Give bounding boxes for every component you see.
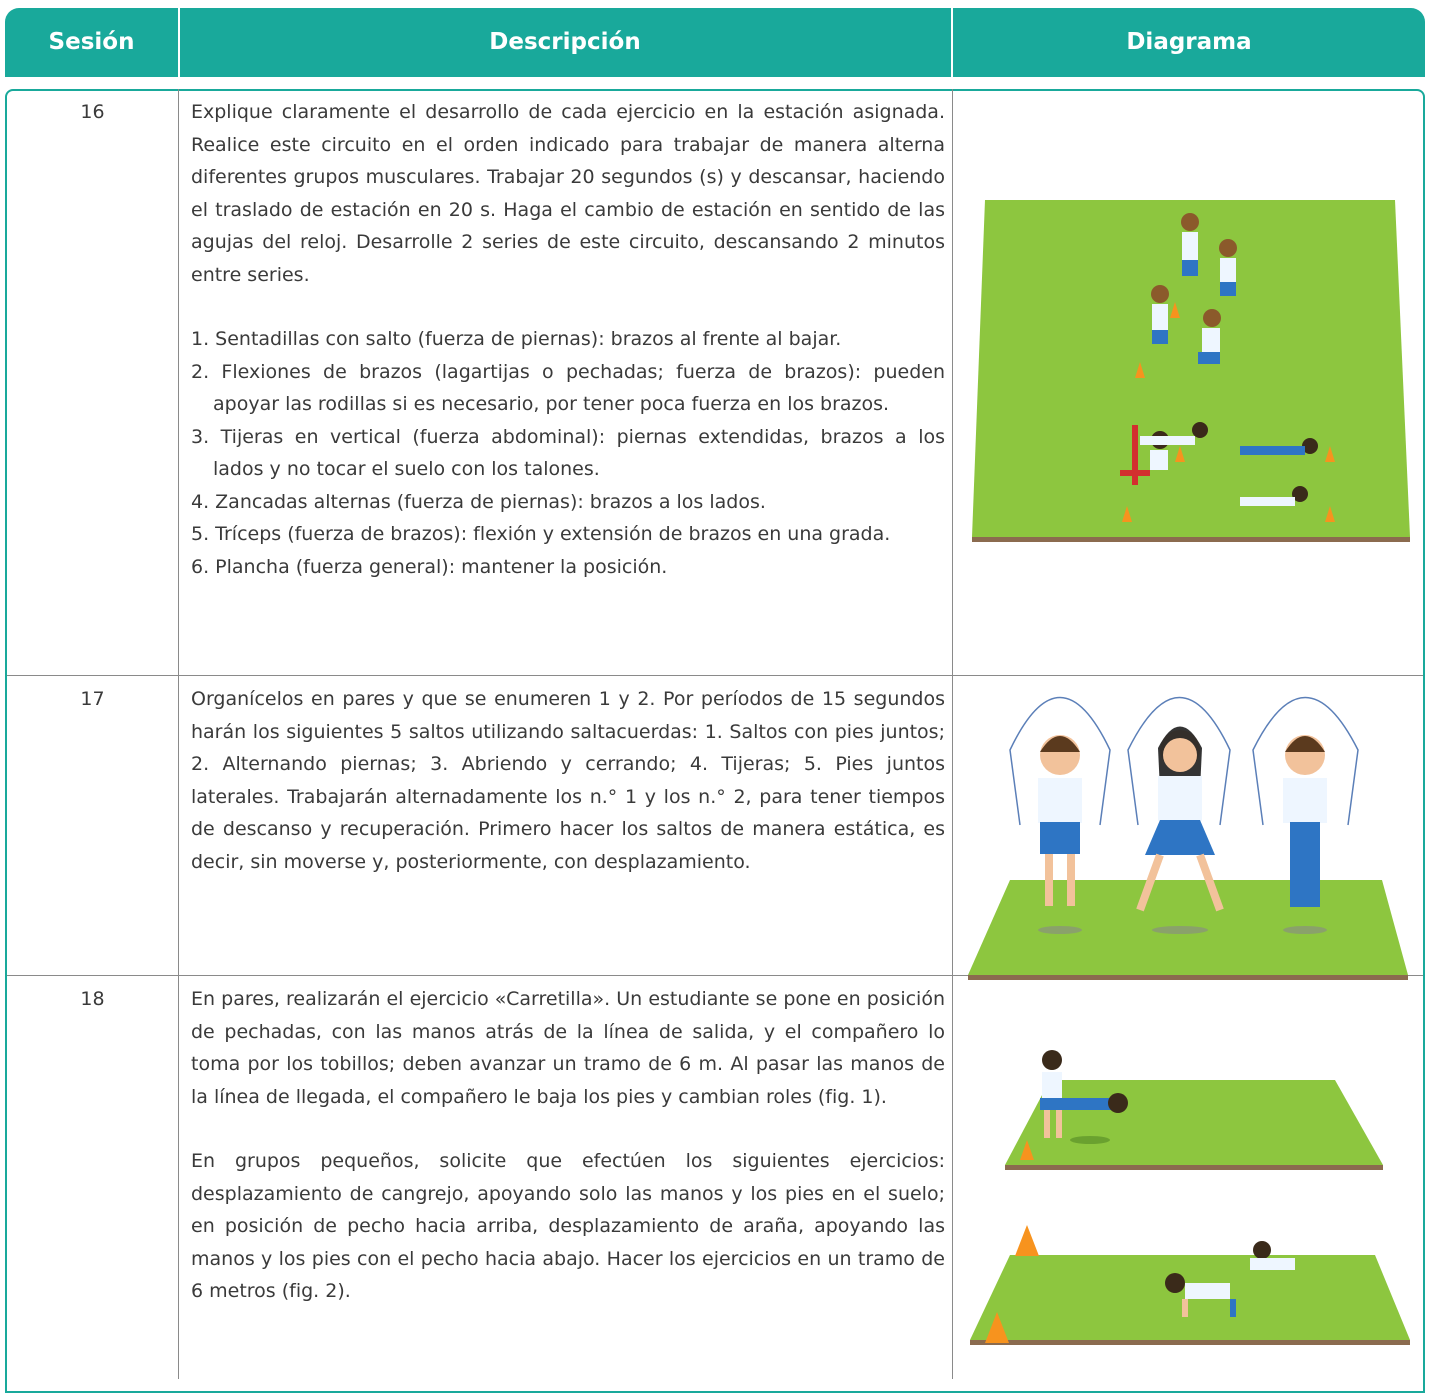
figures [1038, 726, 1327, 912]
header-cell: Sesión [48, 29, 135, 55]
list-item: 2. Flexiones de brazos (lagartijas o pec… [191, 360, 945, 416]
session-number: 18 [80, 988, 105, 1010]
paragraph: Explique claramente el desarrollo de cad… [191, 101, 945, 286]
column-line [178, 89, 179, 1379]
paragraph: En pares, realizarán el ejercicio «Carre… [191, 988, 945, 1108]
field-edge [968, 975, 1408, 980]
header-cell: Diagrama [1126, 29, 1252, 55]
cones [1122, 302, 1335, 522]
row-line [7, 975, 1423, 976]
shadows [1038, 926, 1327, 934]
list-item: 6. Plancha (fuerza general): mantener la… [191, 555, 668, 578]
description: Explique claramente el desarrollo de cad… [191, 96, 945, 583]
header-cell: Descripción [489, 29, 641, 55]
description: Organícelos en pares y que se enumeren 1… [191, 683, 945, 878]
cones [985, 1140, 1039, 1343]
table-header: Sesión Descripción Diagrama [5, 8, 1425, 77]
paragraph: En grupos pequeños, solicite que efectúe… [191, 1150, 945, 1302]
exercise-list: 1. Sentadillas con salto (fuerza de pier… [191, 323, 945, 583]
paragraph: Organícelos en pares y que se enumeren 1… [191, 688, 945, 873]
field-edge [972, 537, 1410, 542]
list-item: 4. Zancadas alternas (fuerza de piernas)… [191, 490, 766, 513]
list-item: 3. Tijeras en vertical (fuerza abdominal… [191, 425, 945, 481]
separator [178, 8, 180, 77]
figures [1040, 1050, 1295, 1317]
row-line [7, 675, 1423, 676]
separator [951, 8, 953, 77]
field-edge [1005, 1165, 1383, 1170]
field-edge [970, 1340, 1410, 1345]
column-line [952, 89, 953, 1379]
list-item: 5. Tríceps (fuerza de brazos): flexión y… [191, 523, 891, 545]
figures [1120, 213, 1318, 506]
session-number: 17 [80, 688, 105, 710]
description: En pares, realizarán el ejercicio «Carre… [191, 983, 945, 1308]
ropes [1009, 696, 1359, 826]
list-item: 1. Sentadillas con salto (fuerza de pier… [191, 328, 842, 350]
session-number: 16 [80, 101, 105, 123]
